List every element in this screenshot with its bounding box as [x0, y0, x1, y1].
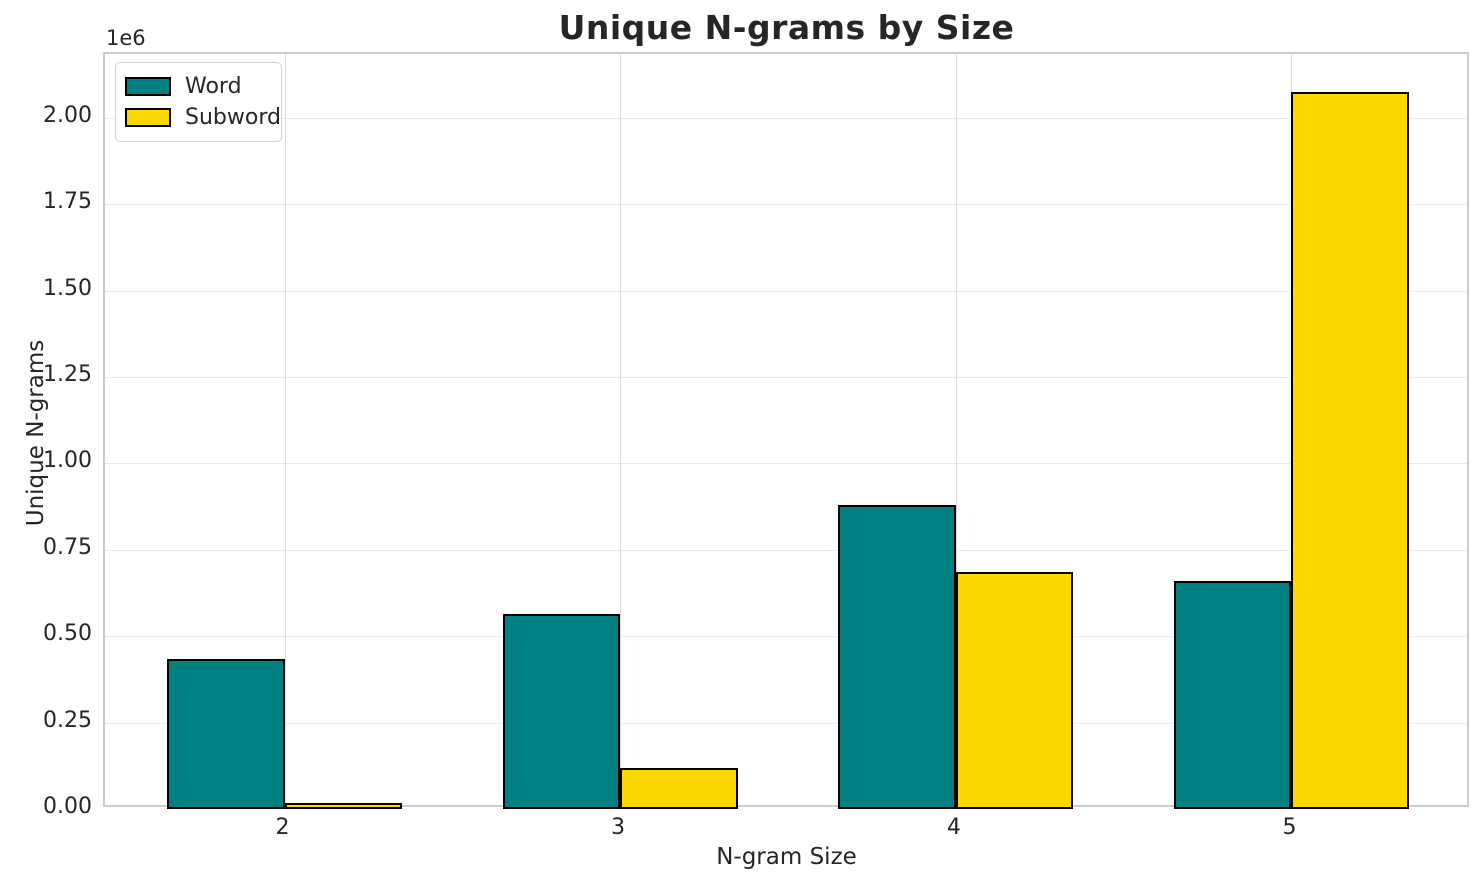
x-tick-label-5: 5 [1282, 815, 1297, 840]
bar-subword-5 [1291, 91, 1409, 809]
y-tick-label-0.25: 0.25 [43, 707, 92, 733]
legend-label-subword: Subword [185, 105, 281, 130]
legend: Word Subword [115, 62, 282, 142]
y-tick-label-0.75: 0.75 [43, 534, 92, 560]
h-gridline-0.25 [105, 722, 1467, 724]
x-tick-label-3: 3 [611, 815, 626, 840]
bar-word-5 [1173, 580, 1292, 809]
x-axis-label: N-gram Size [716, 844, 857, 870]
y-tick-label-0.50: 0.50 [43, 621, 92, 647]
h-gridline-0.75 [105, 549, 1467, 551]
v-gridline-3 [620, 54, 622, 805]
y-axis-label: Unique N-grams [23, 339, 49, 527]
h-gridline-1.50 [105, 290, 1467, 292]
h-gridline-2.00 [105, 117, 1467, 119]
legend-swatch-subword [125, 108, 171, 127]
legend-label-word: Word [185, 74, 242, 99]
plot-area [103, 52, 1469, 809]
y-tick-label-1.00: 1.00 [43, 448, 92, 474]
chart-title: Unique N-grams by Size [558, 8, 1015, 47]
bar-subword-2 [284, 803, 403, 809]
bar-word-2 [167, 659, 285, 809]
y-tick-label-1.75: 1.75 [43, 189, 92, 215]
v-gridline-2 [284, 54, 286, 805]
x-tick-label-2: 2 [275, 815, 290, 840]
legend-swatch-word [125, 77, 171, 96]
h-gridline-1.00 [105, 463, 1467, 465]
y-axis-offset-text: 1e6 [106, 26, 146, 50]
bar-subword-3 [620, 767, 738, 809]
bar-subword-4 [955, 571, 1074, 809]
h-gridline-1.75 [105, 204, 1467, 206]
y-tick-label-1.50: 1.50 [43, 275, 92, 301]
h-gridline-1.25 [105, 377, 1467, 379]
legend-item-subword: Subword [125, 102, 281, 133]
y-tick-label-2.00: 2.00 [43, 102, 92, 128]
bar-word-3 [502, 613, 621, 809]
bar-word-4 [838, 504, 956, 809]
h-gridline-0.50 [105, 636, 1467, 638]
legend-items: Word Subword [125, 71, 281, 133]
x-tick-label-4: 4 [946, 815, 961, 840]
y-tick-label-0.00: 0.00 [43, 794, 92, 819]
legend-item-word: Word [125, 71, 269, 102]
y-tick-label-1.25: 1.25 [43, 362, 92, 388]
v-gridline-4 [955, 54, 957, 805]
